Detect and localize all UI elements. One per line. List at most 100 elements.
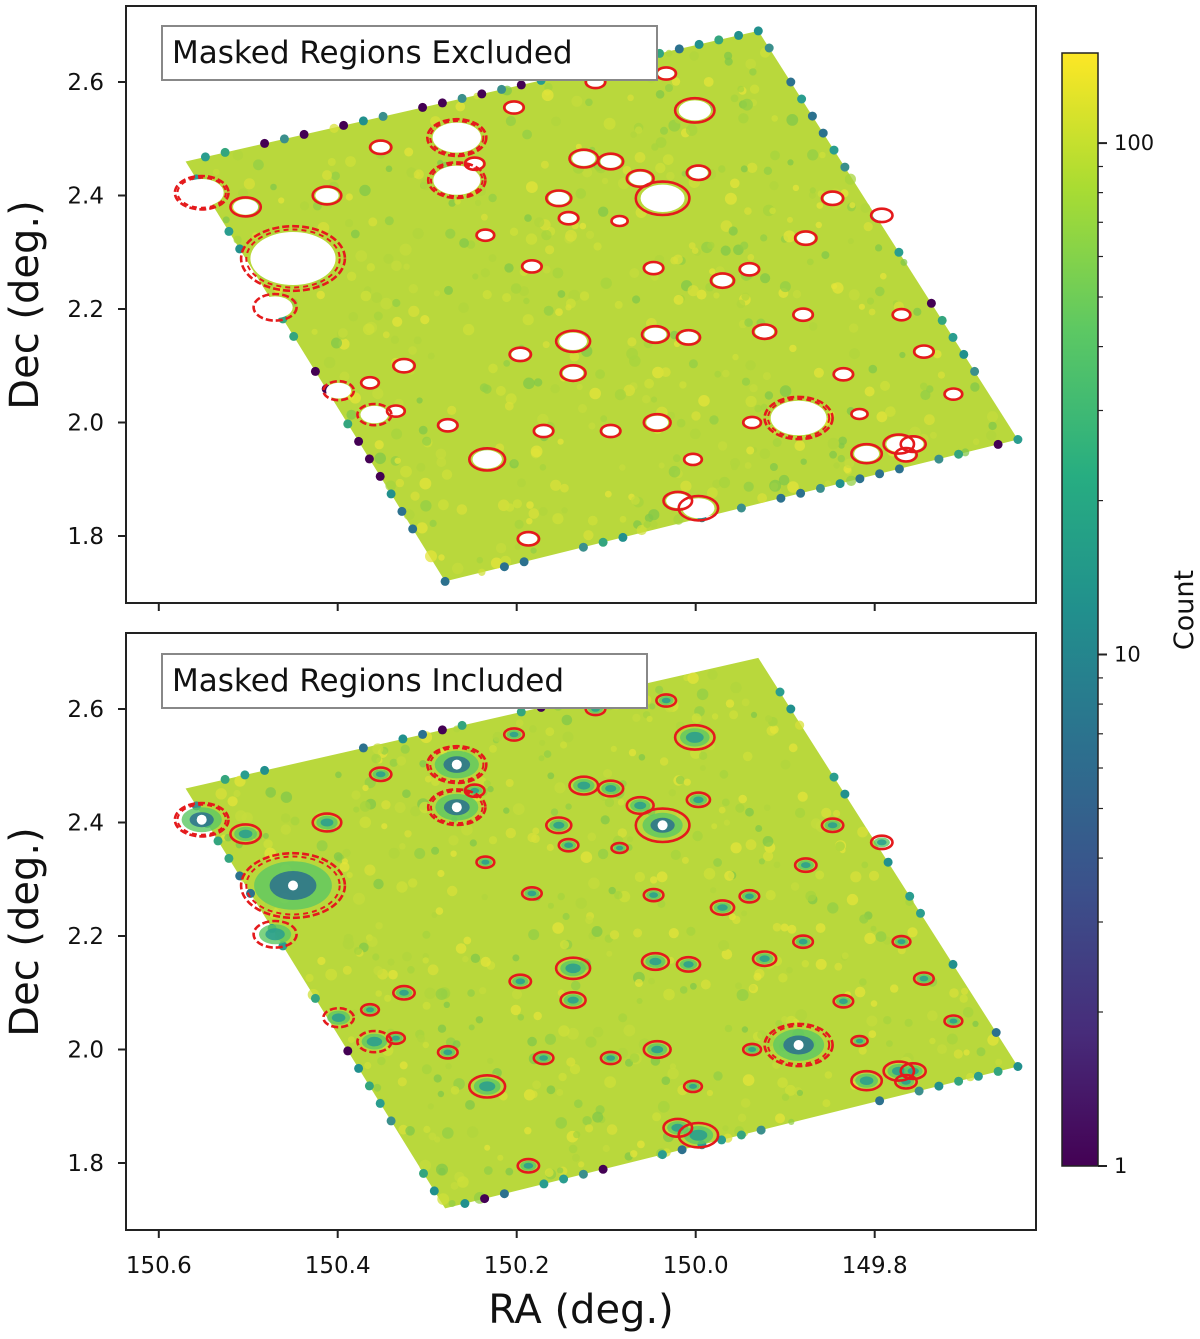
- hexbin-cell: [629, 1053, 640, 1063]
- hexbin-cell: [524, 1127, 532, 1135]
- hexbin-cell: [450, 1182, 459, 1190]
- hexbin-cell: [588, 877, 600, 890]
- hexbin-cell: [341, 858, 348, 865]
- edge-bin: [224, 853, 234, 863]
- hexbin-cell: [808, 191, 817, 199]
- masked-hole: [326, 382, 352, 399]
- mask-circle: [899, 1061, 928, 1081]
- hexbin-cell: [519, 286, 529, 297]
- hexbin-cell: [728, 226, 738, 236]
- hexbin-cell: [557, 892, 565, 901]
- hexbin-cell: [265, 787, 277, 798]
- hexbin-cell: [557, 438, 564, 445]
- hexbin-cell: [469, 839, 477, 847]
- hexbin-cell: [447, 405, 457, 415]
- masked-hole: [548, 191, 570, 205]
- hexbin-cell: [636, 998, 643, 1004]
- hexbin-cell: [509, 459, 519, 469]
- hexbin-cell: [614, 389, 627, 401]
- hexbin-cell: [634, 152, 646, 163]
- mask-circle: [322, 379, 356, 402]
- hexbin-cell: [373, 878, 384, 890]
- mask-circle: [793, 857, 818, 874]
- mask-circle: [673, 723, 716, 751]
- hexbin-cell: [416, 462, 426, 472]
- hexbin-cell: [572, 1153, 580, 1162]
- hexbin-cell: [375, 922, 383, 930]
- hexbin-cell: [397, 1077, 407, 1087]
- edge-bin: [213, 836, 223, 846]
- y-axis-label: Dec (deg.): [2, 827, 48, 1036]
- masked-depletion-core: [649, 892, 658, 898]
- hexbin-cell: [377, 1056, 386, 1066]
- hexbin-cell: [305, 973, 314, 983]
- x-tick-label: 149.8: [842, 1253, 908, 1279]
- hexbin-cell: [422, 1041, 429, 1049]
- hexbin-cell: [547, 902, 555, 909]
- hexbin-cell: [339, 371, 350, 382]
- hexbin-cell: [390, 335, 400, 344]
- hexbin-cell: [696, 688, 709, 701]
- mask-circle: [359, 375, 381, 390]
- hexbin-cell: [543, 305, 554, 316]
- hexbin-cell: [354, 947, 362, 955]
- hexbin-cell: [601, 177, 609, 185]
- hexbin-cell: [458, 302, 469, 314]
- mask-circle: [640, 951, 671, 972]
- edge-bin: [440, 576, 450, 586]
- edge-bin: [894, 464, 904, 474]
- hexbin-cell: [765, 715, 773, 723]
- mask-circle: [508, 346, 533, 363]
- mask-circle: [912, 971, 936, 986]
- hexbin-cell: [480, 268, 490, 278]
- hexbin-cell: [523, 297, 530, 305]
- masked-depletion-core: [634, 801, 647, 810]
- hexbin-cell: [435, 448, 447, 460]
- hexbin-cell: [652, 366, 664, 379]
- hexbin-cell: [713, 858, 722, 867]
- hexbin-cell: [623, 1024, 636, 1037]
- masked-depletion-core: [859, 1076, 874, 1085]
- hexbin-cell: [777, 1077, 788, 1088]
- mask-circle: [229, 823, 263, 845]
- hexbin-cell: [721, 798, 730, 807]
- hexbin-cell: [487, 785, 494, 793]
- hexbin-cell: [331, 337, 342, 349]
- hexbin-cell: [866, 297, 875, 305]
- hexbin-cell: [627, 836, 634, 843]
- hexbin-cell: [424, 987, 436, 1000]
- edge-bin: [694, 39, 704, 49]
- hexbin-cell: [575, 188, 587, 199]
- hexbin-cell: [859, 914, 869, 924]
- masked-hole: [797, 232, 815, 244]
- hexbin-cell: [717, 441, 728, 451]
- masked-hole: [519, 533, 538, 545]
- masked-hole: [894, 310, 909, 320]
- hexbin-cell: [371, 292, 383, 303]
- hexbin-cell: [316, 840, 328, 852]
- hexbin-cell: [627, 337, 637, 347]
- hexbin-cell: [559, 940, 570, 950]
- hexbin-cell: [544, 83, 553, 92]
- hexbin-cell: [585, 916, 594, 925]
- masked-depletion-core: [949, 1018, 958, 1024]
- hexbin-cell: [472, 273, 479, 280]
- hexbin-cell: [760, 403, 768, 411]
- masked-hole: [602, 426, 619, 436]
- mask-circle: [912, 344, 936, 359]
- hexbin-cell: [456, 504, 468, 515]
- hexbin-cell: [838, 442, 845, 449]
- hexbin-cell: [619, 515, 627, 523]
- masked-hole: [770, 400, 827, 436]
- y-tick-label: 1.8: [67, 1151, 104, 1177]
- hexbin-cell: [670, 849, 681, 861]
- masked-hole: [472, 450, 502, 469]
- mask-circle-inner: [767, 398, 831, 438]
- masked-hole: [600, 155, 621, 168]
- hexbin-cell: [527, 832, 537, 843]
- hexbin-cell: [546, 1085, 556, 1095]
- hexbin-cell: [689, 51, 699, 61]
- panel-masked-included: 1.8 2.0 2.2 2.4 2.6 150.6 150.4 150.2 150.0 149.…: [2, 632, 1037, 1333]
- mask-circle: [738, 888, 761, 904]
- hexbin-cell: [399, 1061, 408, 1070]
